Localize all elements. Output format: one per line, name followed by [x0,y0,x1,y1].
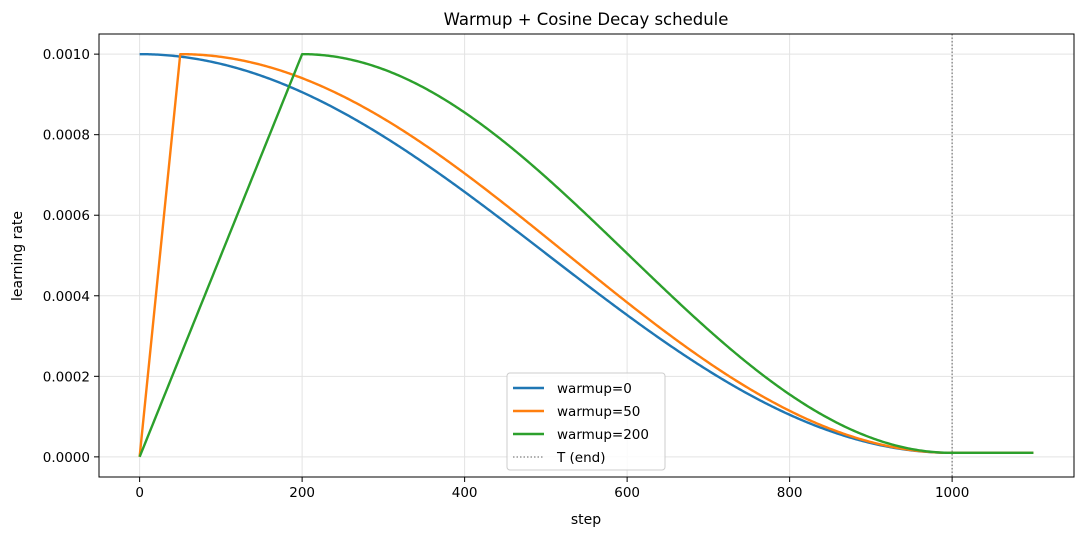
x-axis-title: step [571,512,601,528]
plot-frame [98,33,1075,478]
x-tick-label-3: 600 [614,485,640,501]
x-tick-label-0: 0 [135,485,144,501]
series-line-2 [138,52,1034,458]
legend-label-3: T (end) [556,450,606,466]
y-tick-label-3: 0.0006 [43,208,90,224]
series-line-1 [138,52,1034,457]
series-lines [138,52,1034,458]
chart-title: Warmup + Cosine Decay schedule [444,10,729,29]
x-tick-label-2: 400 [452,485,478,501]
legend-label-2: warmup=200 [557,427,649,443]
y-axis-title: learning rate [10,211,26,301]
x-tick-label-5: 1000 [935,485,969,501]
x-tick-label-1: 200 [289,485,315,501]
y-tick-label-4: 0.0008 [43,128,90,144]
x-tick-label-4: 800 [777,485,803,501]
legend-label-1: warmup=50 [557,404,640,420]
legend-label-0: warmup=0 [557,381,632,397]
y-tick-label-5: 0.0010 [43,47,90,63]
y-tick-label-1: 0.0002 [43,369,90,385]
y-tick-label-0: 0.0000 [43,450,90,466]
legend: warmup=0 warmup=50 warmup=200 T (end) [506,372,666,471]
x-axis-ticks: 0 200 400 600 800 1000 [135,477,969,501]
y-tick-label-2: 0.0004 [43,289,90,305]
legend-box [506,372,666,471]
y-axis-ticks: 0.0000 0.0002 0.0004 0.0006 0.0008 0.0010 [43,47,99,466]
legend-items: warmup=0 warmup=50 warmup=200 T (end) [513,381,649,466]
